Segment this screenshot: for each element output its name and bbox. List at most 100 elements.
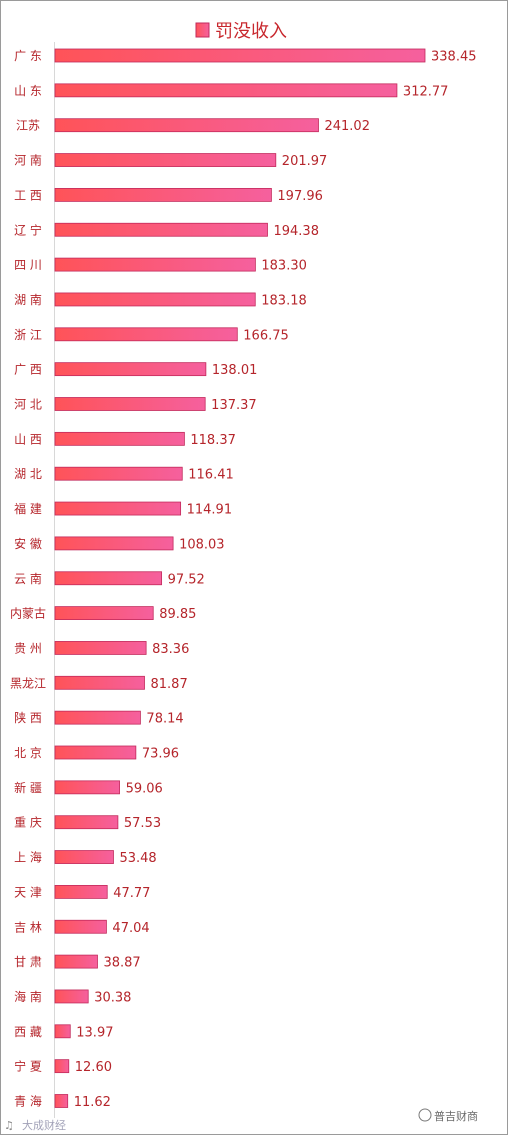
bar [54, 571, 163, 586]
category-label: 安 徽 [14, 536, 42, 551]
bar [54, 431, 185, 446]
category-label: 北 京 [14, 746, 42, 760]
category-label: 青 海 [14, 1094, 42, 1109]
value-label: 78.14 [146, 712, 183, 727]
value-label: 183.30 [261, 259, 307, 274]
legend: 罚没收入 [195, 21, 287, 42]
legend-swatch [195, 22, 210, 38]
category-label: 西 藏 [14, 1025, 42, 1039]
bar [54, 885, 108, 899]
category-label: 福 建 [14, 501, 42, 516]
bar [54, 362, 207, 377]
value-label: 137.37 [211, 398, 257, 413]
category-label: 陕 西 [14, 710, 42, 725]
category-label: 内蒙古 [10, 606, 46, 621]
category-label: 甘 肃 [14, 955, 42, 969]
watermark-right-text: 普吉财商 [434, 1109, 478, 1123]
watermark-left-text: 大成财经 [22, 1118, 66, 1132]
bar [54, 292, 256, 307]
value-label: 53.48 [119, 851, 156, 866]
value-label: 194.38 [273, 224, 319, 239]
category-label: 辽 宁 [14, 222, 42, 237]
value-label: 30.38 [94, 990, 131, 1005]
bar [54, 118, 319, 133]
watermark-left-icon: ♫ [4, 1119, 14, 1132]
bar [54, 780, 120, 795]
value-label: 12.60 [75, 1060, 112, 1075]
watermark-right: 普吉财商 [418, 1108, 478, 1123]
bar [54, 675, 145, 690]
bar [54, 327, 238, 342]
bar [54, 501, 182, 516]
bar [54, 466, 183, 481]
value-label: 57.53 [124, 816, 161, 831]
value-label: 38.87 [103, 956, 140, 971]
category-label: 湖 北 [14, 466, 42, 481]
value-label: 73.96 [142, 747, 179, 762]
value-label: 97.52 [168, 572, 205, 587]
value-label: 201.97 [282, 154, 328, 169]
watermark-left: ♫ 大成财经 [4, 1118, 66, 1132]
bars [54, 48, 426, 1108]
bar [54, 83, 398, 98]
value-label: 11.62 [74, 1095, 111, 1110]
value-label: 13.97 [76, 1025, 113, 1040]
value-label: 138.01 [212, 363, 258, 378]
bar [54, 397, 206, 411]
bar [54, 222, 268, 237]
value-label: 108.03 [179, 537, 225, 552]
category-label: 黑龙江 [10, 676, 46, 690]
value-label: 241.02 [324, 119, 370, 134]
bar [54, 919, 107, 934]
value-label: 118.37 [190, 433, 236, 448]
category-label: 江苏 [16, 119, 40, 133]
category-label: 浙 江 [14, 328, 42, 342]
bar [54, 815, 119, 830]
category-label: 工 西 [14, 188, 42, 202]
bar [54, 1094, 69, 1108]
value-label: 47.77 [113, 886, 150, 901]
category-label: 湖 南 [14, 292, 42, 307]
bar [54, 1059, 70, 1074]
value-label: 183.18 [261, 293, 307, 308]
category-label: 新 疆 [14, 780, 42, 795]
bar [54, 536, 174, 551]
category-label: 宁 夏 [14, 1059, 42, 1074]
value-label: 83.36 [152, 642, 189, 657]
bar [54, 954, 98, 969]
category-label: 河 南 [14, 153, 42, 168]
category-label: 天 津 [14, 885, 42, 899]
value-label: 59.06 [126, 781, 163, 796]
value-labels: 338.45 312.77 241.02 201.97 197.96 194.38 183.… [74, 50, 477, 1111]
bar [54, 745, 137, 760]
bar [54, 989, 89, 1004]
category-label: 云 南 [14, 571, 42, 586]
bar [54, 641, 147, 655]
category-label: 重 庆 [14, 816, 42, 830]
category-label: 河 北 [14, 398, 42, 412]
category-label: 山 西 [14, 432, 42, 446]
category-label: 海 南 [14, 989, 42, 1004]
bar [54, 187, 272, 202]
category-label: 山 东 [14, 84, 42, 98]
value-label: 197.96 [277, 189, 323, 204]
bar [54, 257, 256, 272]
bar [54, 710, 141, 725]
value-label: 114.91 [187, 503, 233, 518]
category-label: 上 海 [14, 850, 42, 865]
value-label: 338.45 [431, 50, 477, 65]
category-label: 贵 州 [14, 641, 42, 655]
value-label: 81.87 [151, 677, 188, 692]
bar [54, 153, 277, 167]
category-label: 四 川 [14, 258, 42, 272]
category-label: 广 西 [14, 363, 42, 377]
value-label: 312.77 [403, 84, 449, 99]
value-label: 166.75 [243, 328, 289, 343]
category-label: 广 东 [14, 49, 42, 63]
bar [54, 48, 426, 63]
watermark-right-icon [418, 1108, 432, 1122]
value-label: 89.85 [159, 607, 196, 622]
legend-label: 罚没收入 [215, 21, 287, 42]
